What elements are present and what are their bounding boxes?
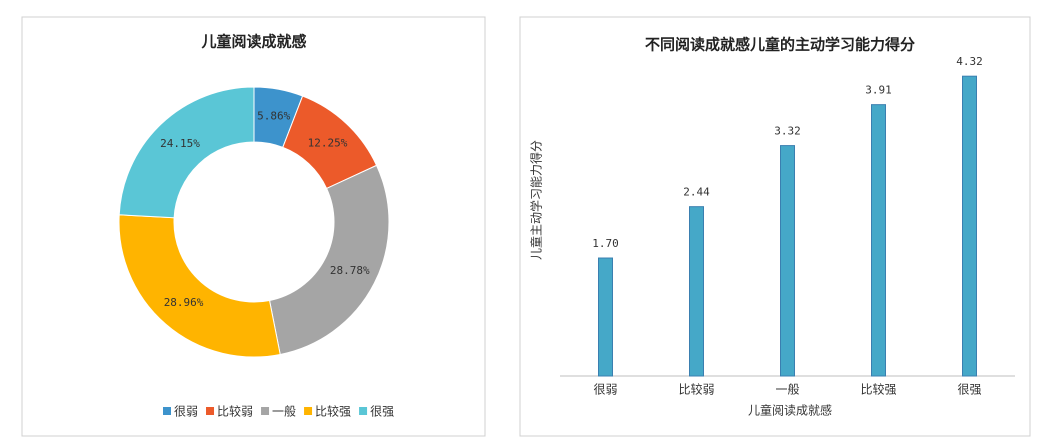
legend-label: 很弱	[174, 405, 198, 419]
x-axis-label: 儿童阅读成就感	[748, 403, 832, 418]
panel	[21, 16, 486, 437]
bar	[962, 75, 977, 377]
y-axis-label: 儿童主动学习能力得分	[529, 140, 544, 260]
data-label: 12.25%	[308, 137, 348, 150]
panel	[519, 16, 1031, 437]
chart-title: 不同阅读成就感儿童的主动学习能力得分	[645, 36, 915, 54]
x-tick-label: 很强	[957, 383, 981, 397]
data-label: 24.15%	[160, 137, 200, 150]
bar	[689, 206, 704, 377]
legend-swatch	[304, 407, 313, 415]
legend-label: 比较弱	[217, 404, 253, 419]
pie-slice	[118, 214, 281, 358]
legend-swatch	[206, 407, 215, 415]
data-label: 28.78%	[330, 264, 370, 277]
data-label: 5.86%	[257, 109, 290, 122]
data-label: 2.44	[683, 186, 710, 199]
legend-label: 比较强	[315, 404, 351, 419]
x-tick-label: 一般	[775, 382, 799, 397]
legend-swatch	[359, 407, 368, 415]
legend-swatch	[163, 407, 171, 415]
pie-slice	[268, 164, 390, 356]
data-label: 3.32	[774, 125, 801, 138]
pie-slice	[118, 86, 255, 219]
data-label: 4.32	[956, 55, 983, 68]
bar	[780, 145, 795, 377]
bar	[598, 257, 613, 377]
legend-label: 一般	[272, 404, 296, 419]
chart-title: 儿童阅读成就感	[200, 33, 306, 51]
data-label: 28.96%	[164, 296, 204, 309]
x-tick-label: 很弱	[593, 383, 617, 397]
legend-label: 很强	[370, 405, 394, 419]
data-label: 1.70	[592, 237, 619, 250]
legend-swatch	[261, 407, 270, 415]
data-label: 3.91	[865, 84, 892, 97]
x-tick-label: 比较强	[860, 382, 896, 397]
bar	[871, 104, 886, 377]
x-tick-label: 比较弱	[678, 382, 714, 397]
